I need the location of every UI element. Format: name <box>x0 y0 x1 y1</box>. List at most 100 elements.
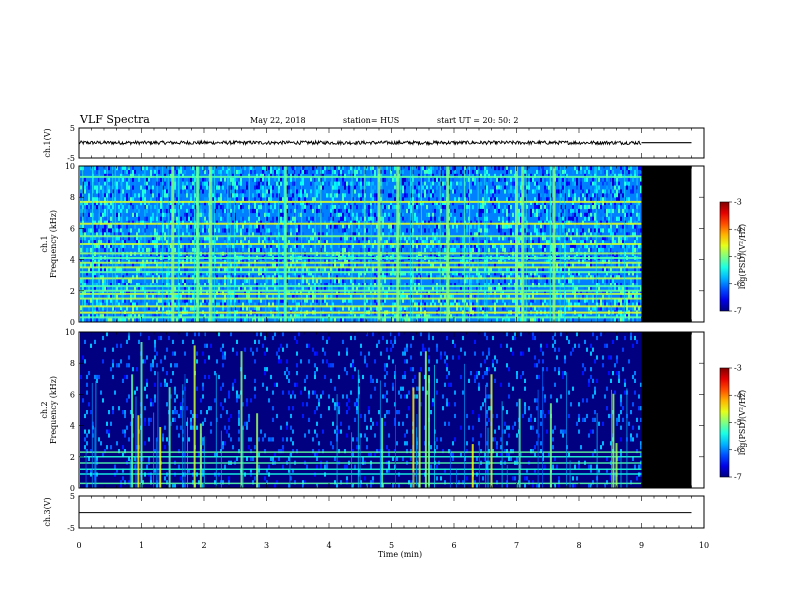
spectrogram-cell <box>88 205 90 210</box>
spectrogram-cell <box>122 259 124 264</box>
spectrogram-cell <box>580 181 582 186</box>
spectrogram-cell <box>380 298 382 303</box>
spectrogram-cell <box>266 189 268 194</box>
spectrogram-cell <box>222 205 224 210</box>
spectrogram-cell <box>418 275 420 280</box>
spectrogram-cell <box>548 267 550 272</box>
spectrogram-cell <box>186 298 188 303</box>
spectrogram-cell <box>286 181 288 186</box>
spectrogram-cell <box>390 244 392 249</box>
spectrogram-cell <box>270 169 272 175</box>
spectrogram-cell <box>540 212 542 217</box>
spectrogram-cell <box>190 166 192 171</box>
spectrogram-cell <box>216 185 218 190</box>
spectrogram-cell <box>550 247 552 253</box>
spectrogram-cell <box>442 263 444 268</box>
spectrogram-cell <box>442 244 444 249</box>
spectrogram-cell <box>608 294 610 299</box>
spectrogram-cell <box>150 166 152 171</box>
spectrogram-cell <box>358 224 360 229</box>
spectrogram-cell <box>550 166 552 171</box>
spectrogram-cell <box>234 298 236 303</box>
spectrogram-cell <box>160 236 162 241</box>
spectrogram-cell <box>84 220 86 225</box>
spectrogram-cell <box>406 294 408 299</box>
spectrogram-cell <box>518 318 520 323</box>
spectrogram-cell <box>462 259 464 264</box>
spectrogram-cell <box>526 208 528 214</box>
spectrogram-cell <box>380 314 382 319</box>
spectrogram-cell <box>520 185 522 190</box>
spectrogram-cell <box>502 290 504 295</box>
spectrogram-cell <box>312 286 314 292</box>
spectrogram-cell <box>280 173 282 178</box>
spectrogram-cell <box>160 290 162 295</box>
spectrogram-cell <box>276 302 278 307</box>
spectrogram-cell <box>150 212 152 217</box>
spectrogram-cell <box>96 232 98 237</box>
spectrogram-cell <box>226 271 228 276</box>
spectrogram-cell <box>612 181 614 186</box>
spectrogram-cell <box>454 240 456 245</box>
spectrogram-cell <box>140 201 142 206</box>
spectrogram-cell <box>80 263 82 268</box>
spectrogram-cell <box>492 193 494 198</box>
spectrogram-cell <box>354 267 356 272</box>
spectrogram-cell <box>234 224 236 229</box>
spectrogram-cell <box>588 306 590 311</box>
spectrogram-cell <box>436 201 438 206</box>
spectrogram-cell <box>348 244 350 249</box>
spectrogram-cell <box>138 247 140 253</box>
spectrogram-cell <box>424 298 426 303</box>
spectrogram-cell <box>594 205 596 210</box>
spectrogram-cell <box>416 189 418 194</box>
spectrogram-cell <box>306 267 308 272</box>
spectrogram-cell <box>276 216 278 221</box>
spectrogram-cell <box>458 263 460 268</box>
spectrogram-cell <box>596 259 598 264</box>
spectrogram-cell <box>148 240 150 245</box>
spectrogram-cell <box>362 244 364 249</box>
spectrogram-cell <box>250 306 252 311</box>
spectrogram-cell <box>188 201 190 206</box>
spectrogram-cell <box>164 236 166 241</box>
spectrogram-cell <box>154 173 156 178</box>
spectrogram-cell <box>186 267 188 272</box>
spectrogram-cell <box>606 302 608 307</box>
spectrogram-cell <box>544 298 546 303</box>
spectrogram-cell <box>430 169 432 175</box>
spectrogram-cell <box>202 314 204 319</box>
spectrogram-cell <box>580 236 582 241</box>
spectrogram-cell <box>272 263 274 268</box>
spectrogram-cell <box>152 290 154 295</box>
spectrogram-cell <box>602 216 604 221</box>
spectrogram-cell <box>562 267 564 272</box>
spectrogram-cell <box>214 298 216 303</box>
spectrogram-cell <box>194 236 196 241</box>
spectrogram-cell <box>548 216 550 221</box>
spectrogram-cell <box>244 279 246 284</box>
spectrogram-cell <box>342 193 344 198</box>
spectrogram-cell <box>222 298 224 303</box>
spectrogram-cell <box>594 228 596 233</box>
spectrogram-cell <box>392 177 394 182</box>
spectrogram-cell <box>494 185 496 190</box>
spectrogram-cell <box>110 208 112 214</box>
spectrogram-cell <box>576 228 578 233</box>
spectrogram-cell <box>312 208 314 214</box>
spectrogram-cell <box>612 279 614 284</box>
spectrogram-cell <box>152 275 154 280</box>
spectrogram-cell <box>288 197 290 202</box>
spectrogram-cell <box>570 216 572 221</box>
spectrogram-cell <box>580 294 582 299</box>
spectrogram-cell <box>560 314 562 319</box>
spectrogram-cell <box>276 220 278 225</box>
spectrogram-cell <box>140 318 142 323</box>
spectrogram-cell <box>322 185 324 190</box>
spectrogram-cell <box>508 318 510 323</box>
spectrogram-cell <box>316 189 318 194</box>
spectrogram-cell <box>490 197 492 202</box>
spectrogram-cell <box>140 197 142 202</box>
spectrogram-cell <box>276 283 278 288</box>
spectrogram-cell <box>540 224 542 229</box>
